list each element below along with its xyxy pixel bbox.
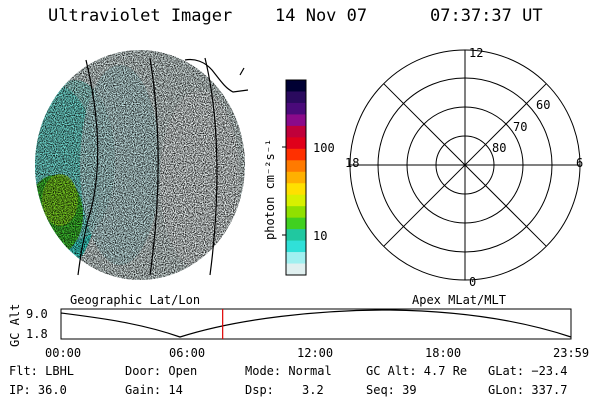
gc-alt-axis-label: GC Alt [8,303,22,347]
gain-info: Gain: 14 [125,383,183,397]
colorbar-band [286,148,306,161]
mlt-label-18: 18 [345,156,360,170]
colorbar-band [286,217,306,230]
geographic-title: Geographic Lat/Lon [70,293,201,307]
glat-info: GLat: −23.4 [488,364,568,378]
lat-label-80: 80 [492,141,507,155]
colorbar-band [286,102,306,115]
y-tick-min: 1.8 [26,327,48,341]
auroral-image [35,50,249,280]
seq-info: Seq: 39 [366,383,417,397]
dsp-label: Dsp: [245,383,274,397]
colorbar-band [286,252,306,265]
colorbar-band [286,171,306,184]
colorbar-band [286,263,306,276]
colorbar-band [286,80,306,92]
colorbar-tick-10: 10 [313,229,328,243]
dsp-value: 3.2 [302,383,324,397]
lat-label-60: 60 [536,98,551,112]
mlt-label-12: 12 [469,46,484,60]
colorbar-band [286,137,306,150]
x-tick-0600: 06:00 [169,346,206,360]
colorbar-tick-100: 100 [313,141,335,155]
apex-title: Apex MLat/MLT [412,293,506,307]
x-tick-2359: 23:59 [553,346,590,360]
colorbar-band [286,114,306,127]
instrument-title: Ultraviolet Imager [48,6,233,26]
colorbar-band [286,206,306,219]
colorbar-band [286,194,306,207]
gc-alt-info: GC Alt: 4.7 Re [366,364,468,378]
colorbar-gradient [286,80,306,276]
x-tick-1200: 12:00 [297,346,334,360]
mlt-label-6: 6 [576,156,584,170]
geographic-grid [77,57,249,276]
colorbar-band [286,183,306,196]
colorbar [282,79,307,276]
colorbar-band [286,229,306,242]
orbit-timeline [60,308,572,340]
lat-label-70: 70 [513,120,528,134]
y-tick-max: 9.0 [26,307,48,321]
x-tick-1800: 18:00 [425,346,462,360]
colorbar-band [286,240,306,253]
time-label: 07:37:37 UT [430,6,543,26]
colorbar-band [286,160,306,173]
polar-plot [349,49,581,281]
date-label: 14 Nov 07 [275,6,368,26]
door-info: Door: Open [125,364,198,378]
altitude-curve [60,309,572,338]
diagonal-2 [383,83,547,247]
colorbar-label: photon cm⁻²s⁻¹ [263,138,277,240]
colorbar-band [286,91,306,104]
mlt-label-0: 0 [469,275,477,289]
colorbar-band [286,125,306,138]
ip-info: IP: 36.0 [9,383,67,397]
mode-info: Mode: Normal [245,364,332,378]
filter-info: Flt: LBHL [9,364,75,378]
glon-info: GLon: 337.7 [488,383,568,397]
x-tick-0000: 00:00 [45,346,82,360]
